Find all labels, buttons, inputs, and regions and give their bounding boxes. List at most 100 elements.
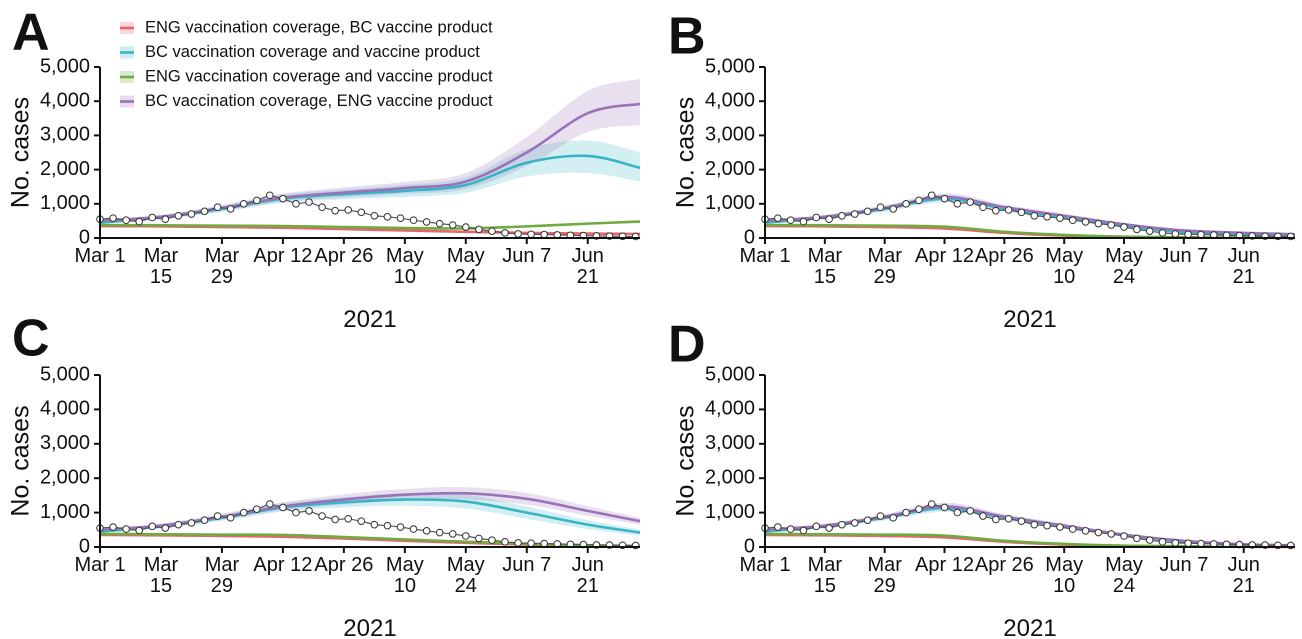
x-tick-label: Mar 15 <box>143 554 179 597</box>
y-tick-label: 0 <box>79 535 90 557</box>
observed-point <box>1145 227 1154 235</box>
x-tick-label: Mar 29 <box>867 245 902 288</box>
observed-point <box>305 507 313 515</box>
x-tick-label: Jun 21 <box>1227 245 1260 288</box>
observed-point <box>331 206 339 215</box>
observed-point <box>252 505 261 513</box>
observed-point <box>1081 527 1090 535</box>
observed-point <box>488 227 496 235</box>
x-tick-label: Jun 7 <box>502 554 552 576</box>
observed-point <box>213 512 222 520</box>
x-tick-label: Mar 15 <box>807 245 843 288</box>
y-tick-label: 3,000 <box>705 432 755 454</box>
observed-point <box>953 508 962 517</box>
x-tick-label: May 10 <box>385 554 424 597</box>
observed-point <box>889 513 898 522</box>
y-axis-label: No. cases <box>7 97 35 208</box>
observed-point <box>812 522 821 531</box>
x-axis-label: 2021 <box>343 306 397 333</box>
y-tick-label: 1,000 <box>40 192 90 214</box>
observed-point <box>448 221 457 229</box>
observed-point <box>239 200 248 208</box>
series-line <box>99 220 641 230</box>
observed-point <box>799 526 808 535</box>
panel-label: C <box>12 310 50 368</box>
observed-point <box>838 520 846 529</box>
observed-point <box>462 532 470 540</box>
x-tick-label: Apr 12 <box>915 554 974 576</box>
observed-point <box>174 520 183 529</box>
observed-point <box>1184 230 1192 239</box>
observed-point <box>1081 218 1090 226</box>
x-tick-label: Jun 7 <box>1159 245 1209 267</box>
observed-point <box>863 207 872 216</box>
observed-point <box>1158 229 1167 237</box>
observed-point <box>838 211 846 220</box>
observed-point <box>940 194 949 203</box>
y-tick-label: 0 <box>744 226 755 248</box>
observed-point <box>501 538 509 546</box>
observed-point <box>1133 534 1141 543</box>
observed-point <box>409 525 418 533</box>
x-tick-label: Mar 15 <box>807 554 843 597</box>
observed-point <box>266 500 274 508</box>
observed-point <box>825 215 833 223</box>
y-tick-label: 2,000 <box>705 158 755 180</box>
observed-point <box>1068 216 1077 225</box>
observed-point <box>1171 539 1180 547</box>
y-axis-label: No. cases <box>7 405 35 516</box>
observed-point <box>927 500 936 508</box>
y-tick-label: 5,000 <box>705 55 755 77</box>
observed-point <box>344 514 353 523</box>
observed-point <box>318 512 326 520</box>
x-tick-label: May 24 <box>1105 245 1143 288</box>
observed-point <box>940 503 949 512</box>
observed-point <box>462 223 470 231</box>
observed-point <box>370 211 379 220</box>
x-tick-label: May 10 <box>1045 554 1084 597</box>
x-tick-label: Apr 12 <box>915 245 974 267</box>
observed-point <box>161 215 170 223</box>
y-tick-label: 4,000 <box>40 89 90 111</box>
observed-point <box>1068 525 1077 533</box>
confidence-band <box>100 493 640 536</box>
observed-point <box>435 528 444 537</box>
observed-point <box>279 503 287 512</box>
observed-point <box>1004 206 1013 214</box>
x-tick-label: May 24 <box>446 554 485 597</box>
observed-point <box>448 530 457 538</box>
observed-point <box>252 196 261 205</box>
panel-label: D <box>668 316 706 374</box>
observed-point <box>200 207 209 216</box>
x-tick-label: Mar 1 <box>74 245 126 267</box>
y-tick-label: 5,000 <box>40 55 90 77</box>
x-axis-label: 2021 <box>1003 615 1057 639</box>
observed-point <box>435 219 444 228</box>
y-tick-label: 5,000 <box>40 363 90 385</box>
observed-point <box>1094 219 1103 228</box>
y-tick-label: 2,000 <box>40 158 90 180</box>
observed-point <box>1056 523 1064 531</box>
observed-point <box>927 191 936 200</box>
observed-point <box>1197 230 1205 239</box>
observed-point <box>1171 230 1180 238</box>
observed-point <box>331 515 339 524</box>
y-axis-label: No. cases <box>672 405 700 516</box>
observed-point <box>1043 521 1051 530</box>
observed-point <box>825 524 833 532</box>
x-tick-label: Jun 7 <box>1159 554 1209 576</box>
y-tick-label: 4,000 <box>705 89 755 111</box>
observed-point <box>357 208 366 217</box>
y-tick-label: 2,000 <box>705 466 755 488</box>
observed-point <box>109 214 117 222</box>
observed-point <box>540 230 548 239</box>
observed-point <box>357 517 366 526</box>
confidence-band <box>100 140 640 225</box>
observed-point <box>475 534 483 543</box>
x-tick-label: Jun 21 <box>1227 554 1260 597</box>
x-tick-label: Apr 12 <box>253 245 313 267</box>
observed-point <box>786 216 795 225</box>
x-tick-label: Mar 1 <box>739 245 791 267</box>
observed-point <box>1043 212 1051 221</box>
